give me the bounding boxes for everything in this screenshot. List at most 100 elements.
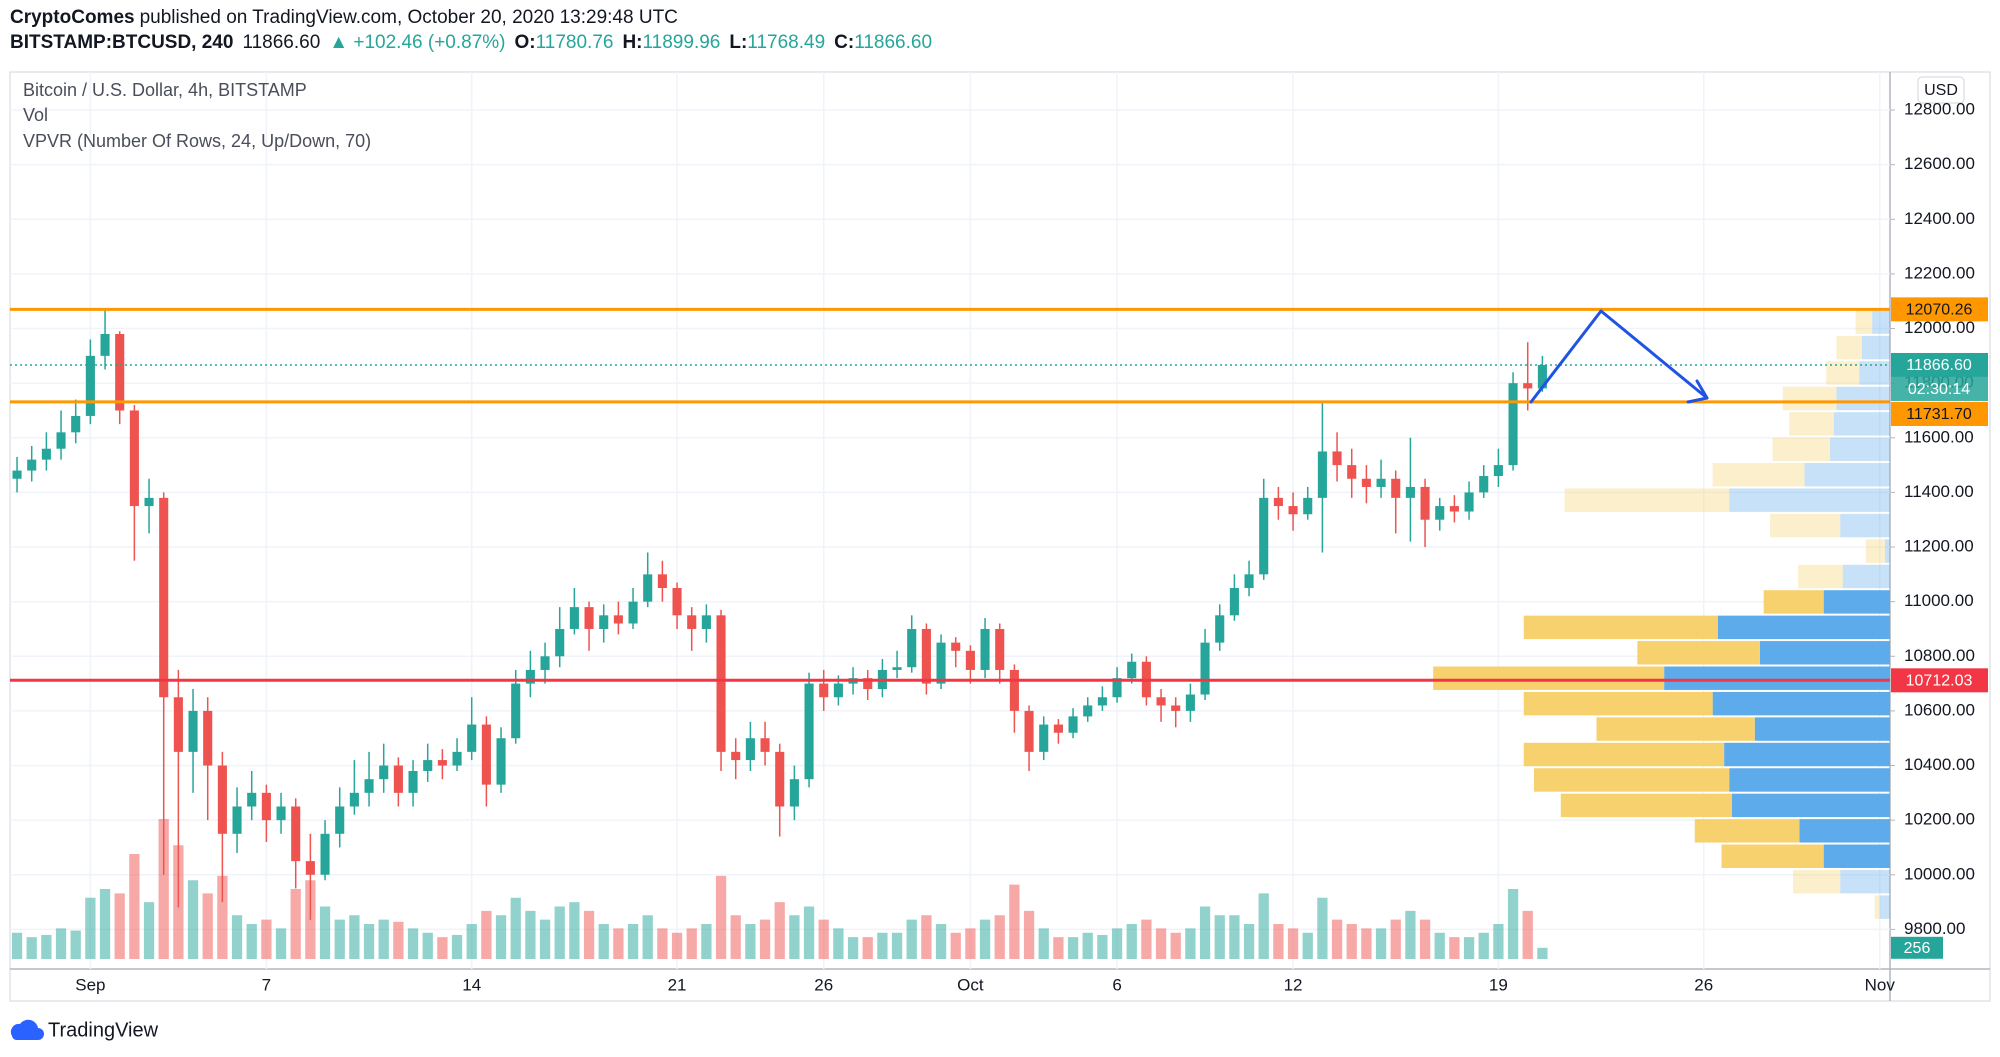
- vpvr-down: [1789, 412, 1834, 436]
- x-tick-label: 26: [814, 975, 833, 994]
- volume-bar: [1463, 937, 1475, 959]
- volume-bar: [965, 928, 976, 959]
- x-tick-label: 7: [262, 975, 271, 994]
- volume-bar: [554, 906, 565, 959]
- volume-bar: [1038, 928, 1049, 959]
- volume-bar: [627, 924, 639, 959]
- candle-body: [1112, 678, 1122, 698]
- volume-bar: [1185, 928, 1196, 959]
- volume-bar: [41, 934, 52, 959]
- candle-body: [27, 459, 37, 471]
- candle-body: [100, 334, 110, 356]
- y-tick-label: 10000.00: [1904, 864, 1975, 883]
- volume-bar: [378, 919, 389, 959]
- vpvr-up: [1804, 463, 1890, 487]
- volume-bar: [349, 915, 360, 959]
- currency-button[interactable]: USD: [1917, 76, 1965, 104]
- arrow-head: [1686, 379, 1709, 404]
- volume-bar: [495, 915, 507, 959]
- candle-body: [437, 760, 447, 766]
- volume-bar: [1317, 897, 1328, 959]
- candle-body: [1449, 506, 1459, 512]
- volume-bar: [759, 919, 771, 959]
- volume-bar: [217, 875, 228, 959]
- volume-bar: [334, 919, 345, 959]
- volume-bar: [994, 915, 1005, 959]
- candle-body: [1097, 697, 1107, 706]
- vpvr-down: [1874, 895, 1880, 919]
- y-tick-label: 12400.00: [1904, 209, 1975, 228]
- volume-bar: [715, 875, 727, 959]
- candle-body: [71, 415, 81, 433]
- volume-label: 256: [1904, 940, 1931, 957]
- candle-body: [1215, 615, 1225, 643]
- volume-bar: [187, 880, 199, 959]
- volume-bar: [1449, 937, 1460, 959]
- vpvr-up: [1823, 590, 1890, 614]
- volume-bar: [1243, 924, 1255, 959]
- volume-bar: [1258, 893, 1269, 959]
- vpvr-down: [1770, 513, 1841, 538]
- candle-body: [115, 334, 125, 411]
- price-label-box: [1891, 352, 1988, 377]
- candle-body: [1435, 506, 1445, 520]
- candle-body: [657, 574, 667, 589]
- vpvr-up: [1842, 564, 1890, 589]
- candle-body: [305, 861, 315, 875]
- candle-body: [525, 669, 535, 684]
- candle-body: [584, 607, 594, 629]
- candle-body: [423, 760, 433, 771]
- candle-body: [687, 615, 697, 629]
- candle-body: [907, 628, 917, 668]
- vpvr-up: [1724, 742, 1890, 767]
- vpvr-up: [1884, 539, 1890, 563]
- volume-bar: [1155, 928, 1167, 959]
- volume-bar: [818, 919, 829, 959]
- vpvr-up: [1836, 386, 1890, 411]
- volume-bar: [774, 902, 785, 959]
- candle-body: [701, 615, 711, 629]
- volume-bar: [657, 928, 668, 959]
- volume-bar: [1507, 889, 1519, 959]
- volume-bar: [921, 915, 932, 959]
- candle-body: [85, 355, 95, 416]
- vpvr-up: [1840, 513, 1890, 538]
- vpvr-down: [1798, 564, 1843, 589]
- vpvr-up: [1872, 310, 1890, 334]
- volume-bar: [833, 928, 844, 959]
- volume-bar: [407, 928, 419, 959]
- vpvr-down: [1533, 768, 1730, 792]
- y-tick-label: 10800.00: [1904, 646, 1975, 665]
- vpvr-down: [1793, 869, 1841, 894]
- currency-label[interactable]: USD: [1924, 82, 1958, 99]
- volume-bar: [85, 897, 96, 959]
- vpvr-up: [1859, 361, 1890, 385]
- candle-body: [1288, 506, 1298, 515]
- volume-label-box: [1891, 936, 1943, 959]
- volume-bar: [70, 930, 81, 959]
- candle-body: [804, 683, 814, 780]
- candle-body: [379, 765, 389, 780]
- x-tick-label: 6: [1112, 975, 1121, 994]
- y-tick-label: 10600.00: [1904, 700, 1975, 719]
- currency-button-box[interactable]: [1917, 76, 1965, 104]
- volume-bar: [569, 902, 580, 959]
- pane-frame: [9, 71, 1991, 1002]
- candle-body: [1259, 497, 1269, 575]
- candle-body: [1420, 486, 1430, 520]
- x-tick-label: 26: [1694, 975, 1713, 994]
- candle-body: [1273, 497, 1283, 507]
- volume-bar: [1170, 932, 1181, 959]
- vpvr-down: [1523, 691, 1713, 716]
- candle-body: [936, 642, 946, 684]
- candle-body: [1127, 661, 1137, 679]
- volume-bar: [1493, 924, 1504, 959]
- volume-bar: [583, 910, 595, 959]
- candle-body: [129, 410, 139, 507]
- y-tick-label: 11000.00: [1904, 591, 1974, 610]
- published: published on TradingView.com, October 20…: [140, 7, 678, 28]
- forecast-arrow: [1529, 309, 1709, 404]
- brand-logo: TradingView: [10, 1019, 159, 1041]
- vpvr-up: [1840, 869, 1890, 894]
- vpvr-down: [1772, 437, 1831, 462]
